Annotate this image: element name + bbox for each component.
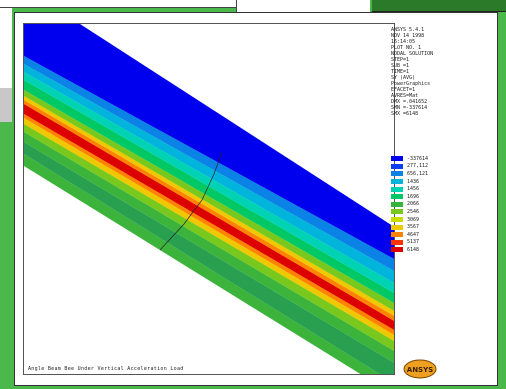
legend-label: -337614 <box>407 155 429 162</box>
legend-label: 3069 <box>407 216 420 223</box>
info-line: PLOT NO. 1 <box>391 45 422 51</box>
contour-band <box>24 104 394 330</box>
info-line: STEP=1 <box>391 57 410 63</box>
legend-label: 656,121 <box>407 170 429 177</box>
contour-plot-area[interactable]: Angle Beam Bee Under Vertical Accelerati… <box>23 23 395 375</box>
contour-band <box>24 118 394 341</box>
legend-entry: 2546 <box>391 208 491 216</box>
background-window-left <box>0 0 236 8</box>
legend-swatch <box>391 171 403 177</box>
legend-label: 1436 <box>407 178 420 185</box>
plot-caption: Angle Beam Bee Under Vertical Accelerati… <box>28 366 184 372</box>
background-window-left-gray <box>0 88 12 122</box>
legend-label: 5137 <box>407 239 420 246</box>
legend-entry: 2066 <box>391 201 491 209</box>
legend-swatch <box>391 239 403 245</box>
info-line: SUB =1 <box>391 63 410 69</box>
legend-swatch <box>391 209 403 215</box>
contour-band <box>24 90 394 311</box>
info-line: DMX =.041652 <box>391 99 428 105</box>
legend-entry: 1456 <box>391 185 491 193</box>
info-line: 16:14:05 <box>391 39 416 45</box>
info-line: EFACET=1 <box>391 87 416 93</box>
legend-swatch <box>391 156 403 162</box>
info-line: NODAL SOLUTION <box>391 51 434 57</box>
legend-label: 3567 <box>407 224 420 231</box>
contour-band <box>24 100 394 321</box>
ansys-logo-icon: ANSYS <box>403 359 437 379</box>
contour-band <box>24 80 394 303</box>
element-edge-line <box>159 151 223 251</box>
contour-plot-svg <box>24 24 394 374</box>
info-line: PowerGraphics <box>391 81 431 87</box>
legend-entry: 5137 <box>391 239 491 247</box>
legend-swatch <box>391 247 403 253</box>
legend-label: 1696 <box>407 193 420 200</box>
legend-swatch <box>391 186 403 192</box>
legend-entry: 6148 <box>391 246 491 254</box>
legend-entry: 4647 <box>391 231 491 239</box>
solution-info-block: ANSYS 5.4.1 NOV 14 1998 16:14:05 PLOT NO. 1… <box>391 27 491 117</box>
info-line: TIME=1 <box>391 69 410 75</box>
contour-band <box>24 72 394 293</box>
info-line: ANSYS 5.4.1 <box>391 27 425 33</box>
legend-entry: 3069 <box>391 216 491 224</box>
legend-entry: 656,121 <box>391 170 491 178</box>
legend-swatch <box>391 201 403 207</box>
contour-band <box>24 56 394 271</box>
background-window-right <box>372 0 506 12</box>
info-line: SMX =6148 <box>391 111 419 117</box>
contour-band <box>24 64 394 283</box>
legend-swatch <box>391 194 403 200</box>
legend-entry: 277,112 <box>391 163 491 171</box>
svg-text:ANSYS: ANSYS <box>407 366 433 374</box>
contour-band <box>24 114 394 335</box>
legend-entry: -337614 <box>391 155 491 163</box>
info-line: NOV 14 1998 <box>391 33 425 39</box>
contour-band <box>24 96 394 316</box>
legend-label: 277,112 <box>407 163 429 170</box>
legend-swatch <box>391 224 403 230</box>
legend-label: 2066 <box>407 201 420 208</box>
legend-label: 4647 <box>407 231 420 238</box>
background-window-top <box>236 0 370 12</box>
legend-swatch <box>391 179 403 185</box>
contour-band <box>24 132 394 363</box>
legend-label: 1456 <box>407 186 420 193</box>
legend-entry: 1436 <box>391 178 491 186</box>
ansys-graphics-window[interactable]: Angle Beam Bee Under Vertical Accelerati… <box>14 12 498 386</box>
legend-label: 2546 <box>407 208 420 215</box>
contour-band <box>24 124 394 351</box>
legend-entry: 1696 <box>391 193 491 201</box>
legend-entry: 3567 <box>391 223 491 231</box>
legend-label: 6148 <box>407 246 420 253</box>
legend-swatch <box>391 232 403 238</box>
contour-band <box>24 24 394 259</box>
legend-swatch <box>391 217 403 223</box>
info-line: SY (AVG) <box>391 75 416 81</box>
background-window-left-white <box>0 8 12 88</box>
contour-legend: -337614 277,112 656,121 1436 1456 1696 2066 254… <box>391 155 491 254</box>
contour-bands <box>24 24 394 374</box>
info-line: AVRES=Mat <box>391 93 419 99</box>
legend-swatch <box>391 163 403 169</box>
contour-band <box>24 142 394 374</box>
info-line: SMN =-337614 <box>391 105 428 111</box>
